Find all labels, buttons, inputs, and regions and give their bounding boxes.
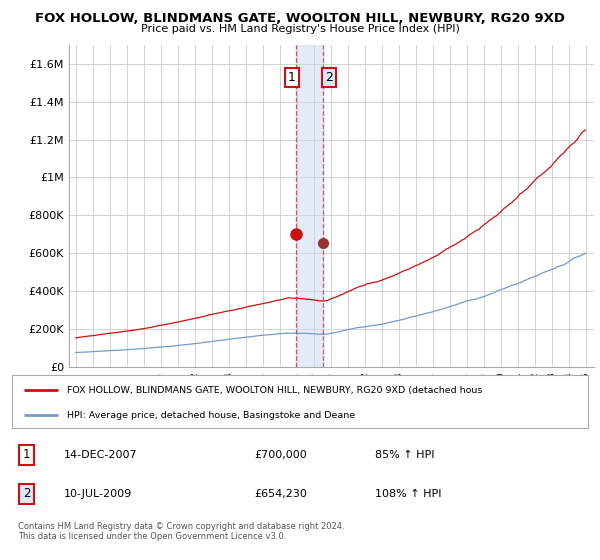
Text: 85% ↑ HPI: 85% ↑ HPI [375,450,434,460]
Text: 2: 2 [325,71,332,84]
Text: FOX HOLLOW, BLINDMANS GATE, WOOLTON HILL, NEWBURY, RG20 9XD: FOX HOLLOW, BLINDMANS GATE, WOOLTON HILL… [35,12,565,25]
Text: 10-JUL-2009: 10-JUL-2009 [64,489,132,498]
Text: Contains HM Land Registry data © Crown copyright and database right 2024.
This d: Contains HM Land Registry data © Crown c… [18,522,344,542]
Text: Price paid vs. HM Land Registry's House Price Index (HPI): Price paid vs. HM Land Registry's House … [140,24,460,34]
Text: 14-DEC-2007: 14-DEC-2007 [64,450,137,460]
Text: 108% ↑ HPI: 108% ↑ HPI [375,489,442,498]
Text: 1: 1 [287,71,296,84]
Text: 1: 1 [23,448,30,461]
Bar [296,45,323,367]
Text: HPI: Average price, detached house, Basingstoke and Deane: HPI: Average price, detached house, Basi… [67,410,355,419]
Text: FOX HOLLOW, BLINDMANS GATE, WOOLTON HILL, NEWBURY, RG20 9XD (detached hous: FOX HOLLOW, BLINDMANS GATE, WOOLTON HILL… [67,386,482,395]
Text: 2: 2 [23,487,30,500]
Text: £700,000: £700,000 [254,450,307,460]
Text: £654,230: £654,230 [254,489,307,498]
